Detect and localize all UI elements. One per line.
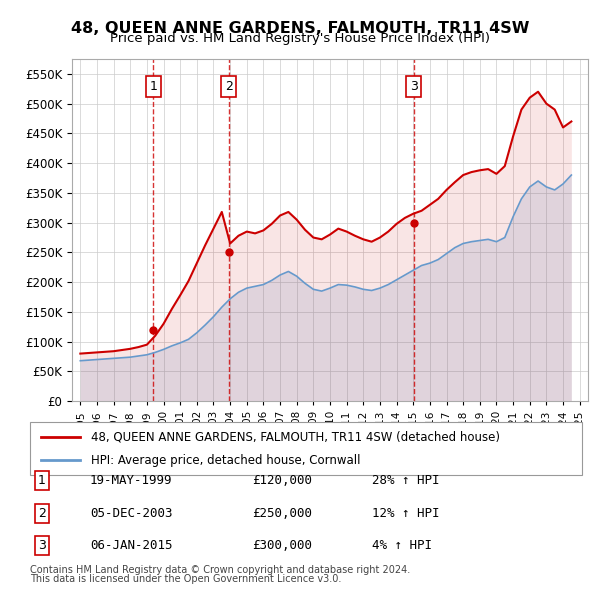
Text: Price paid vs. HM Land Registry's House Price Index (HPI): Price paid vs. HM Land Registry's House … xyxy=(110,32,490,45)
Text: This data is licensed under the Open Government Licence v3.0.: This data is licensed under the Open Gov… xyxy=(30,574,341,584)
Text: 3: 3 xyxy=(38,539,46,552)
FancyBboxPatch shape xyxy=(30,422,582,475)
Text: 1: 1 xyxy=(149,80,157,93)
Text: 28% ↑ HPI: 28% ↑ HPI xyxy=(372,474,439,487)
Text: 3: 3 xyxy=(410,80,418,93)
Text: 12% ↑ HPI: 12% ↑ HPI xyxy=(372,507,439,520)
Text: 1: 1 xyxy=(38,474,46,487)
Text: HPI: Average price, detached house, Cornwall: HPI: Average price, detached house, Corn… xyxy=(91,454,360,467)
Text: 48, QUEEN ANNE GARDENS, FALMOUTH, TR11 4SW: 48, QUEEN ANNE GARDENS, FALMOUTH, TR11 4… xyxy=(71,21,529,35)
Text: 4% ↑ HPI: 4% ↑ HPI xyxy=(372,539,432,552)
Text: £300,000: £300,000 xyxy=(252,539,312,552)
Text: £250,000: £250,000 xyxy=(252,507,312,520)
Text: £120,000: £120,000 xyxy=(252,474,312,487)
Text: 2: 2 xyxy=(225,80,233,93)
Text: 48, QUEEN ANNE GARDENS, FALMOUTH, TR11 4SW (detached house): 48, QUEEN ANNE GARDENS, FALMOUTH, TR11 4… xyxy=(91,430,500,443)
Text: 05-DEC-2003: 05-DEC-2003 xyxy=(90,507,173,520)
Text: 06-JAN-2015: 06-JAN-2015 xyxy=(90,539,173,552)
Text: 2: 2 xyxy=(38,507,46,520)
Text: 19-MAY-1999: 19-MAY-1999 xyxy=(90,474,173,487)
Text: Contains HM Land Registry data © Crown copyright and database right 2024.: Contains HM Land Registry data © Crown c… xyxy=(30,565,410,575)
